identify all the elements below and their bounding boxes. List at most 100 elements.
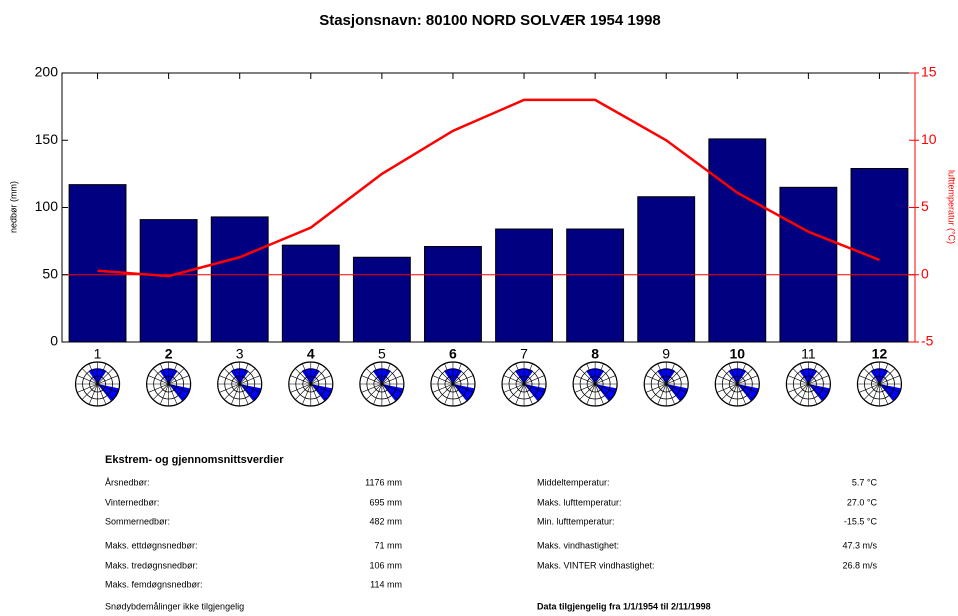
stats-title: Ekstrem- og gjennomsnittsverdier — [105, 454, 284, 466]
wind-rose-spoke — [523, 383, 545, 393]
wind-rose-spoke — [737, 383, 746, 405]
wind-rose-spoke — [231, 383, 240, 405]
wind-rose-sector — [666, 384, 688, 402]
wind-rose-spoke — [77, 375, 98, 385]
wind-rose-spoke — [808, 383, 825, 400]
wind-rose-spoke — [579, 368, 596, 385]
wind-rose-spoke — [787, 383, 809, 393]
wind-rose-spoke — [444, 363, 454, 385]
wind-rose-spoke — [81, 383, 98, 400]
wind-rose-spoke — [665, 368, 682, 385]
bar — [637, 196, 696, 343]
stat-value: -15.5 °C — [844, 516, 878, 526]
wind-rose-spoke — [148, 375, 169, 385]
wind-rose-spoke — [665, 383, 682, 400]
wind-rose-spoke — [159, 363, 169, 385]
wind-rose-spoke — [650, 383, 667, 400]
wind-rose-spoke — [88, 363, 98, 385]
wind-rose-spoke — [97, 383, 114, 400]
wind-rose-spoke — [579, 383, 596, 400]
x-tick-label: 7 — [520, 346, 528, 362]
wind-rose-spoke — [152, 368, 169, 385]
wind-rose-spoke — [799, 363, 809, 385]
stat-value: 5.7 °C — [852, 477, 878, 487]
wind-rose-sector — [310, 384, 333, 402]
wind-rose-spoke — [586, 383, 596, 405]
y2-tick-label: 15 — [921, 64, 937, 80]
stat-label: Maks. ettdøgnsnedbør: — [105, 540, 198, 550]
wind-rose-spoke — [452, 383, 474, 393]
x-tick-label: 9 — [662, 346, 670, 362]
wind-rose-spoke — [366, 383, 383, 400]
x-tick-label: 4 — [307, 346, 315, 362]
stat-value: 482 mm — [369, 516, 402, 526]
wind-rose-spoke — [728, 383, 738, 405]
wind-rose-spoke — [870, 363, 880, 385]
stat-label: Årsnedbør: — [105, 477, 150, 487]
stats-footer: Snødybdemålinger ikke tilgjengelig — [105, 601, 244, 611]
y2-tick-label: -5 — [921, 333, 934, 349]
bar — [210, 216, 269, 343]
wind-rose-spoke — [657, 383, 667, 405]
wind-rose-spoke — [503, 375, 525, 385]
wind-rose-sector — [97, 384, 120, 402]
stat-label: Middeltemperatur: — [537, 477, 610, 487]
y2-tick-label: 5 — [921, 198, 929, 214]
wind-rose-spoke — [437, 383, 454, 400]
bar — [139, 219, 198, 343]
wind-rose-spoke — [97, 383, 118, 393]
bar — [495, 228, 553, 343]
wind-rose-spoke — [295, 368, 312, 385]
stat-value: 695 mm — [369, 497, 402, 507]
wind-rose-spoke — [159, 383, 169, 405]
wind-rose-sector — [879, 384, 902, 402]
wind-rose-spoke — [650, 368, 667, 385]
stat-label: Maks. lufttemperatur: — [537, 497, 622, 507]
x-tick-label: 11 — [801, 346, 816, 362]
wind-rose-spoke — [97, 375, 118, 385]
wind-rose-spoke — [523, 383, 533, 405]
wind-rose-spoke — [879, 363, 889, 385]
y-tick-label: 100 — [35, 198, 59, 214]
wind-rose-spoke — [239, 383, 249, 405]
wind-rose-spoke — [879, 383, 889, 405]
y2-tick-label: 10 — [921, 131, 937, 147]
wind-rose-spoke — [666, 375, 687, 385]
wind-rose-spoke — [452, 363, 462, 385]
wind-rose-spoke — [239, 368, 256, 385]
wind-rose-spoke — [444, 383, 454, 405]
x-tick-label: 6 — [449, 346, 457, 362]
wind-rose-spoke — [574, 375, 596, 385]
y-axis-label: nedbør (mm) — [8, 181, 18, 233]
wind-rose-spoke — [77, 383, 98, 393]
wind-rose-spoke — [586, 363, 596, 385]
wind-rose-spoke — [81, 368, 98, 385]
wind-rose-spoke — [168, 375, 190, 385]
wind-rose-spoke — [716, 375, 738, 385]
stat-value: 26.8 m/s — [842, 560, 877, 570]
stat-label: Min. lufttemperatur: — [537, 516, 615, 526]
wind-rose-spoke — [223, 368, 240, 385]
wind-rose-spoke — [728, 363, 738, 385]
wind-rose-spoke — [665, 363, 675, 385]
wind-rose-spoke — [295, 383, 312, 400]
wind-rose-spoke — [310, 368, 327, 385]
wind-rose-spoke — [737, 383, 758, 393]
wind-rose-spoke — [859, 375, 880, 385]
wind-rose-spoke — [645, 383, 667, 393]
wind-rose-spoke — [508, 383, 525, 400]
wind-rose-spoke — [231, 363, 240, 385]
wind-rose-spoke — [595, 375, 616, 385]
y-tick-label: 150 — [35, 131, 59, 147]
wind-rose-spoke — [310, 363, 320, 385]
wind-rose-spoke — [219, 383, 240, 393]
wind-rose-spoke — [808, 375, 829, 385]
wind-rose-spoke — [168, 368, 185, 385]
wind-rose-spoke — [152, 383, 169, 400]
wind-rose-spoke — [168, 383, 178, 405]
wind-rose-spoke — [721, 368, 738, 385]
wind-rose-spoke — [366, 368, 383, 385]
wind-rose-spoke — [737, 383, 754, 400]
wind-rose-spoke — [432, 375, 454, 385]
wind-rose-spoke — [594, 383, 611, 400]
